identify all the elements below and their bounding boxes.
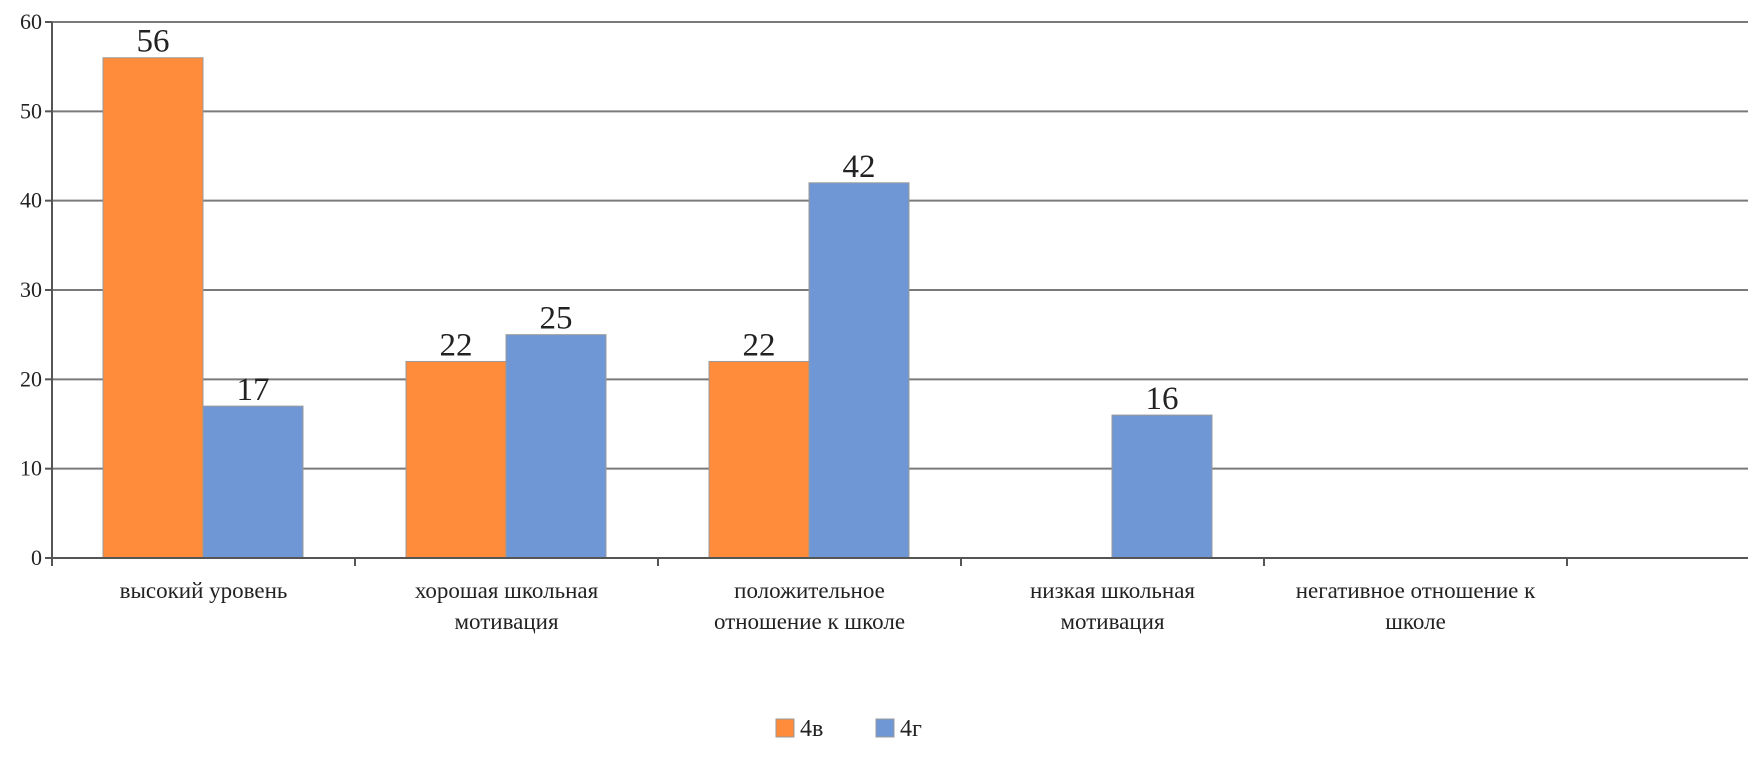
legend-label: 4г [900, 716, 922, 742]
x-tick-label: мотивация [454, 609, 558, 634]
data-label: 42 [843, 149, 876, 185]
legend-swatch [875, 718, 895, 738]
bar-4в-2 [708, 360, 810, 559]
bar-4г-0 [202, 405, 304, 559]
data-label: 22 [743, 327, 776, 363]
y-tick-label: 10 [20, 456, 42, 481]
x-tick-label: высокий уровень [120, 578, 288, 603]
legend-swatch [775, 718, 795, 738]
x-tick-label: отношение к школе [714, 609, 905, 634]
data-label: 22 [440, 327, 473, 363]
x-tick-label: положительное [734, 578, 885, 603]
y-tick-label: 0 [31, 545, 42, 570]
y-tick-label: 40 [20, 188, 42, 213]
x-tick-label: мотивация [1060, 609, 1164, 634]
bar-4г-1 [505, 334, 607, 559]
x-tick-label: школе [1385, 609, 1446, 634]
y-tick-label: 30 [20, 277, 42, 302]
bar-4в-1 [405, 360, 507, 559]
bars [102, 57, 1213, 559]
data-label: 16 [1146, 381, 1179, 417]
axes: 0 10 20 30 40 50 60 высокий уровень хорошая школ… [20, 9, 1748, 634]
legend: 4в 4г [775, 716, 922, 742]
y-tick-label: 20 [20, 366, 42, 391]
bar-4г-2 [808, 182, 910, 559]
bar-4г-3 [1111, 414, 1213, 559]
x-tick-label: низкая школьная [1030, 578, 1195, 603]
x-tick-label: негативное отношение к [1296, 578, 1536, 603]
legend-label: 4в [800, 716, 823, 742]
data-label: 25 [540, 301, 573, 337]
data-label: 17 [237, 372, 270, 408]
x-tick-label: хорошая школьная [415, 578, 599, 603]
data-labels: 56 22 22 17 25 42 16 [137, 24, 1179, 417]
y-tick-label: 50 [20, 98, 42, 123]
data-label: 56 [137, 24, 170, 60]
y-tick-label: 60 [20, 9, 42, 34]
bar-4в-0 [102, 57, 204, 559]
